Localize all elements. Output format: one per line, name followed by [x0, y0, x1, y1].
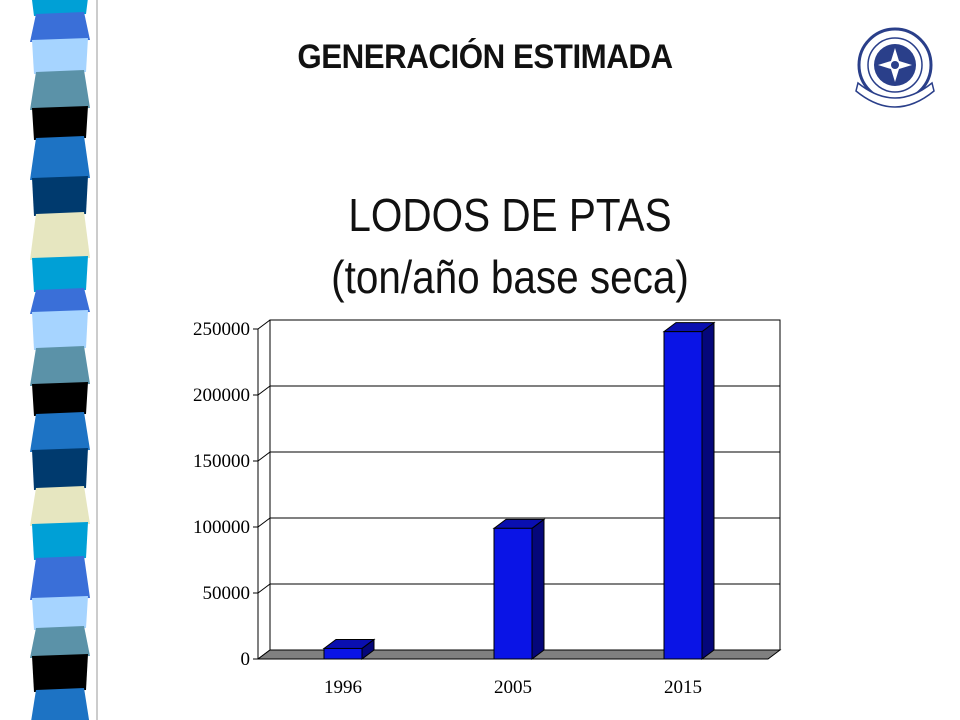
bar-1996: [322, 638, 376, 660]
stripe-segment: [30, 346, 90, 386]
stripe-segment: [30, 212, 90, 260]
stripe-segment: [32, 522, 88, 560]
decorative-stripe: [30, 0, 98, 720]
y-tick-label: 200000: [193, 385, 250, 406]
x-tick-label: 2005: [494, 677, 532, 698]
stripe-segment: [32, 596, 88, 630]
x-tick-label: 2015: [664, 677, 702, 698]
gridline-side: [257, 517, 271, 528]
y-tick-label: 100000: [193, 517, 250, 538]
stripe-segment: [32, 256, 88, 292]
stripe-segment: [32, 176, 88, 216]
stripe-segment: [31, 688, 90, 720]
y-tick-label: 250000: [193, 319, 250, 340]
chart-title: LODOS DE PTAS (ton/año base seca): [272, 184, 747, 308]
stripe-segment: [32, 106, 88, 140]
bar-2015: [662, 321, 716, 660]
x-axis: 1996 2005 2015: [258, 658, 768, 698]
bar-chart: 0 50000 100000 150000 200000 250000 1996 2005 2…: [193, 319, 782, 698]
x-tick-label: 1996: [324, 677, 362, 698]
stripe-segment: [30, 70, 90, 110]
stripe-segment: [32, 0, 88, 16]
gridline-side: [257, 319, 271, 330]
y-axis: 0 50000 100000 150000 200000 250000: [193, 319, 258, 670]
stripe-segment: [32, 310, 88, 350]
stripe-segment: [32, 654, 88, 692]
stripe-segment: [30, 486, 90, 526]
university-seal-logo: [855, 27, 935, 108]
stripe-segment: [30, 412, 90, 452]
bar-2005: [492, 518, 546, 660]
bar-side: [701, 321, 715, 660]
stripe-edge: [96, 0, 98, 720]
bar-front: [493, 527, 533, 660]
stripe-segment: [30, 136, 90, 180]
gridline-side: [257, 451, 271, 462]
y-tick-label: 50000: [203, 583, 251, 604]
bar-front: [663, 331, 703, 660]
slide-header-title: GENERACIÓN ESTIMADA: [297, 38, 673, 76]
stripe-segment: [30, 12, 90, 42]
bars-layer: [322, 321, 716, 660]
stripe-segment: [32, 38, 88, 74]
bar-side: [531, 518, 545, 660]
gridline-side: [257, 583, 271, 594]
stripe-segment: [30, 556, 90, 600]
y-tick-label: 150000: [193, 451, 250, 472]
chart-title-line-1: LODOS DE PTAS: [348, 189, 672, 241]
stripe-segment: [32, 382, 88, 416]
stripe-segment: [30, 288, 90, 314]
gridline-side: [257, 385, 271, 396]
y-tick-label: 0: [241, 649, 251, 670]
chart-title-line-2: (ton/año base seca): [331, 251, 689, 303]
stripe-segment: [30, 626, 90, 658]
stripe-segment: [32, 448, 88, 490]
bar-front: [323, 647, 363, 660]
